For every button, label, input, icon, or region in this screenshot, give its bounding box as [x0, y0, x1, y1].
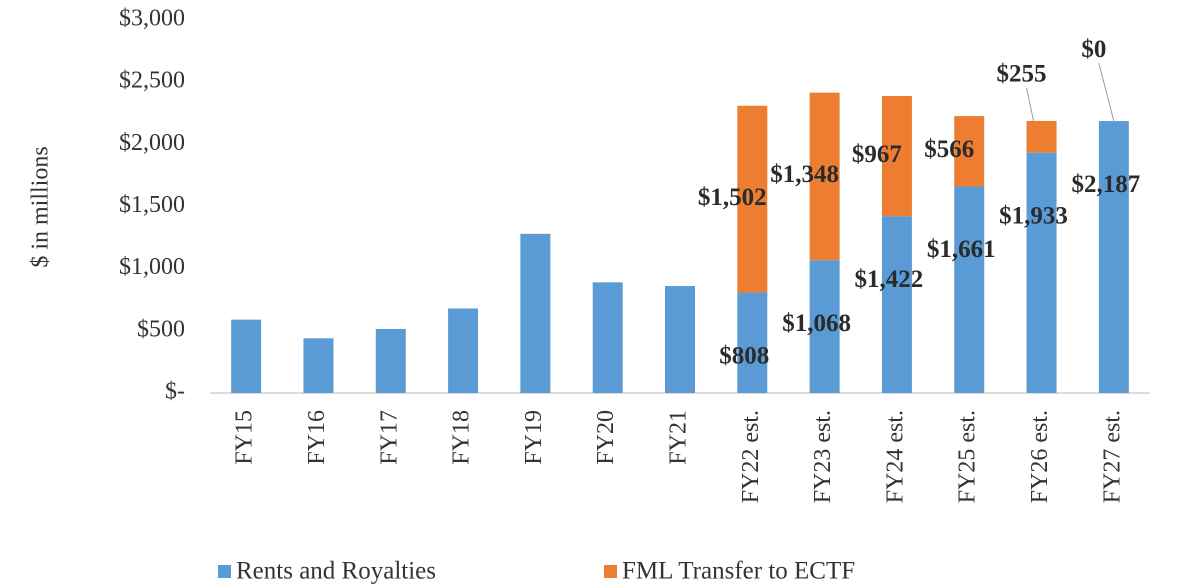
y-tick-label: $1,500	[119, 192, 185, 218]
bar-segment	[1026, 120, 1057, 153]
x-tick-label: FY23 est.	[810, 410, 836, 503]
x-tick-label: FY25 est.	[955, 410, 981, 503]
bar-segment	[1098, 121, 1129, 393]
x-tick-label: FY19	[521, 410, 547, 465]
x-tick-label: FY21	[666, 410, 692, 465]
leader-line	[1098, 62, 1115, 122]
x-tick-label: FY18	[449, 410, 475, 465]
bar-segment	[809, 92, 840, 261]
y-tick-label: $-	[165, 379, 185, 405]
y-tick-label: $2,500	[119, 68, 185, 94]
x-tick-label: FY20	[593, 410, 619, 465]
bar-segment	[375, 328, 406, 393]
bar-segment	[881, 95, 912, 217]
bar-segment	[592, 282, 623, 393]
x-tick-label: FY17	[376, 410, 402, 465]
x-tick-label: FY15	[232, 410, 258, 465]
bar-segment	[737, 105, 768, 293]
legend-swatch	[604, 565, 617, 578]
data-label: $1,502	[698, 184, 767, 211]
x-tick-label: FY24 est.	[882, 410, 908, 503]
bar-segment	[448, 308, 479, 393]
data-label: $2,187	[1071, 171, 1140, 198]
y-tick-label: $2,000	[119, 130, 185, 156]
bar-segment	[665, 286, 695, 393]
legend-swatch	[218, 565, 231, 578]
data-label: $566	[924, 136, 974, 163]
legend-label: Rents and Royalties	[236, 558, 436, 585]
data-label: $808	[719, 342, 769, 369]
bar-segment	[954, 186, 985, 393]
y-tick-label: $500	[137, 316, 185, 342]
data-label: $1,933	[999, 202, 1068, 229]
data-label: $967	[852, 141, 902, 168]
legend-label: FML Transfer to ECTF	[622, 558, 855, 585]
y-tick-label: $1,000	[119, 254, 185, 280]
y-tick-label: $3,000	[119, 6, 185, 32]
bar-segment	[954, 116, 985, 187]
bar-segment	[231, 319, 262, 393]
bar-segment	[1026, 152, 1057, 393]
bar-segment	[881, 216, 912, 393]
bar-segment	[303, 338, 334, 393]
x-tick-label: FY16	[304, 410, 330, 465]
data-label: $1,422	[855, 266, 924, 293]
x-tick-label: FY22 est.	[738, 410, 764, 503]
data-label: $1,348	[770, 161, 839, 188]
bar-segment	[809, 260, 840, 393]
data-label: $255	[997, 61, 1047, 88]
leader-line	[1026, 87, 1035, 122]
data-label: $0	[1081, 36, 1106, 63]
data-label: $1,661	[927, 236, 996, 263]
bar-segment	[737, 292, 768, 393]
data-label: $1,068	[782, 310, 851, 337]
bar-segment	[520, 233, 551, 393]
x-tick-label: FY27 est.	[1099, 410, 1125, 503]
y-axis-label: $ in millions	[28, 146, 54, 267]
x-tick-label: FY26 est.	[1027, 410, 1053, 503]
